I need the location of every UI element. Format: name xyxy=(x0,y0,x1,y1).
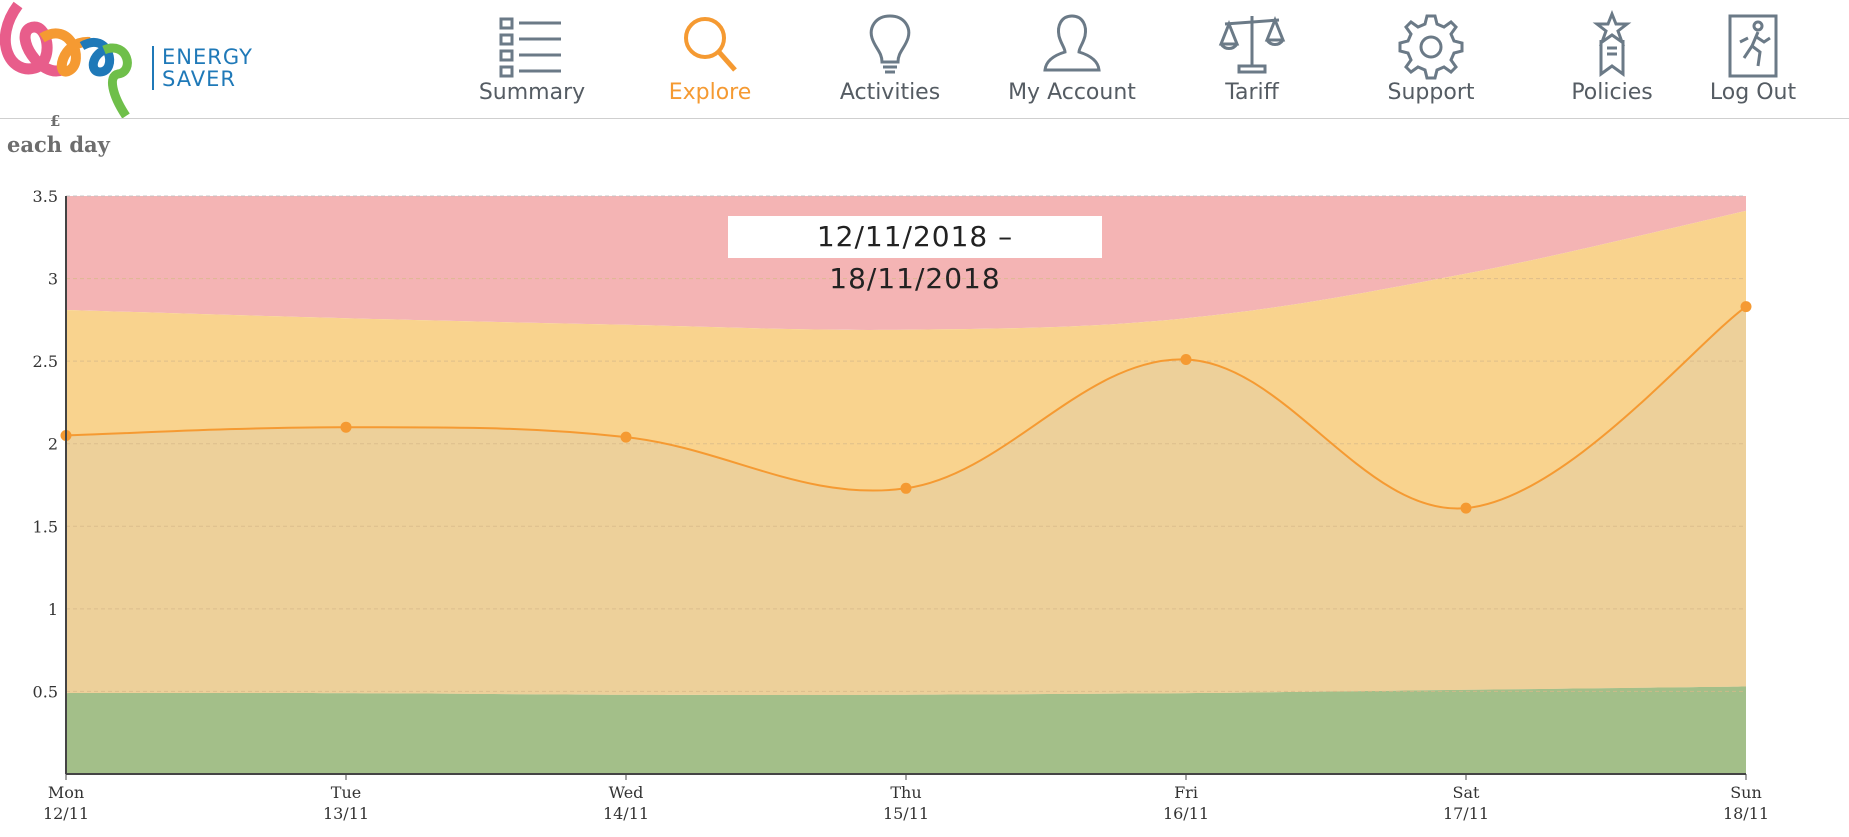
y-tick-label: 0.5 xyxy=(33,682,58,701)
x-tick-date: 16/11 xyxy=(1163,804,1209,823)
nav-tariff[interactable]: Tariff xyxy=(1212,0,1292,118)
nav-policies[interactable]: Policies xyxy=(1562,0,1662,118)
nav-support-label: Support xyxy=(1387,80,1475,105)
data-point[interactable] xyxy=(1740,301,1752,313)
data-point[interactable] xyxy=(1180,353,1192,365)
nav-explore-label: Explore xyxy=(668,80,752,105)
nav-policies-label: Policies xyxy=(1571,80,1653,105)
scales-icon xyxy=(1218,15,1286,74)
nav-support[interactable]: Support xyxy=(1380,0,1482,118)
x-tick-day: Thu xyxy=(890,783,921,802)
top-nav-bar: ENERGY SAVER Summary Explore A xyxy=(0,0,1849,119)
y-tick-label: 1 xyxy=(48,600,58,619)
y-tick-label: 2 xyxy=(48,435,58,454)
magnifier-icon xyxy=(684,17,737,72)
y-axis-unit: £ xyxy=(50,112,61,130)
user-icon xyxy=(1043,14,1101,72)
brand-line-1: ENERGY xyxy=(162,45,253,69)
nav-summary[interactable]: Summary xyxy=(472,0,592,118)
green-band-area xyxy=(66,686,1746,774)
exit-icon xyxy=(1728,14,1778,78)
gear-icon xyxy=(1398,14,1464,80)
nav-my-account-label: My Account xyxy=(1008,80,1136,105)
x-tick-day: Mon xyxy=(48,783,84,802)
x-tick-date: 17/11 xyxy=(1443,804,1489,823)
y-tick-label: 3.5 xyxy=(33,187,58,206)
brand-line-2: SAVER xyxy=(162,67,236,91)
x-tick-date: 14/11 xyxy=(603,804,649,823)
x-tick-day: Tue xyxy=(331,783,361,802)
nav-my-account[interactable]: My Account xyxy=(992,0,1152,118)
x-tick-date: 13/11 xyxy=(323,804,369,823)
x-tick-day: Sun xyxy=(1730,783,1762,802)
x-tick-date: 12/11 xyxy=(43,804,89,823)
usage-area xyxy=(66,306,1746,695)
data-point[interactable] xyxy=(340,421,352,433)
x-tick-date: 15/11 xyxy=(883,804,929,823)
cost-series-line xyxy=(65,305,1747,510)
x-tick-date: 18/11 xyxy=(1723,804,1769,823)
energy-saver-logo[interactable]: ENERGY SAVER xyxy=(0,0,270,119)
award-icon xyxy=(1592,10,1632,77)
x-tick-day: Fri xyxy=(1174,783,1198,802)
logo-divider xyxy=(152,46,154,90)
logo-loops-icon xyxy=(0,1,132,119)
y-tick-label: 3 xyxy=(48,270,58,289)
y-tick-label: 2.5 xyxy=(33,352,58,371)
x-tick-day: Sat xyxy=(1453,783,1481,802)
list-icon xyxy=(499,17,561,78)
nav-explore[interactable]: Explore xyxy=(660,0,760,118)
x-tick-day: Wed xyxy=(609,783,644,802)
nav-activities[interactable]: Activities xyxy=(830,0,950,118)
daily-cost-chart[interactable]: 0.5 1 1.5 2 2.5 3 3.5 Mon 12/11 Tue 13/11 Wed 14/11… xyxy=(0,160,1849,837)
y-axis-label: each day xyxy=(7,132,110,157)
date-range-title: 12/11/2018 – 18/11/2018 xyxy=(728,216,1102,295)
data-point[interactable] xyxy=(1460,502,1472,514)
nav-activities-label: Activities xyxy=(839,80,941,105)
nav-log-out-label: Log Out xyxy=(1709,80,1797,105)
brand-name: ENERGY SAVER xyxy=(162,46,253,90)
nav-tariff-label: Tariff xyxy=(1225,80,1279,105)
y-tick-label: 1.5 xyxy=(33,517,58,536)
nav-summary-label: Summary xyxy=(478,80,586,105)
red-band-area xyxy=(66,196,1746,330)
lightbulb-icon xyxy=(869,14,911,74)
data-point[interactable] xyxy=(620,431,632,443)
data-point[interactable] xyxy=(900,482,912,494)
nav-log-out[interactable]: Log Out xyxy=(1700,0,1806,118)
